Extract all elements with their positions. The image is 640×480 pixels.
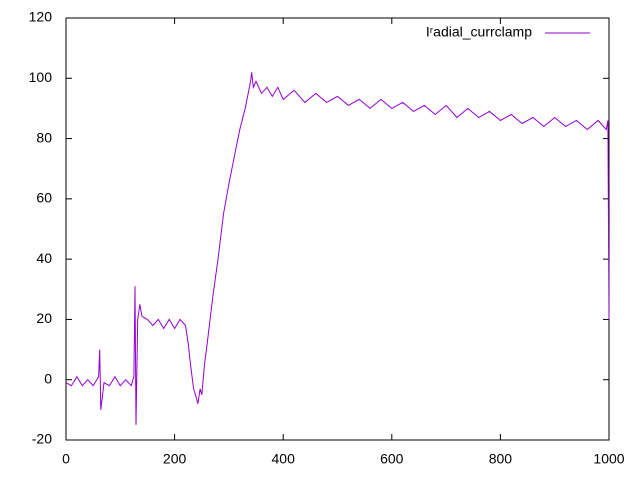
x-tick-label: 800 — [489, 451, 513, 467]
y-tick-label: 100 — [29, 69, 53, 85]
y-tick-label: 20 — [36, 310, 52, 326]
x-tick-label: 600 — [380, 451, 404, 467]
y-tick-label: -20 — [32, 431, 52, 447]
y-tick-label: 60 — [36, 190, 52, 206]
x-tick-label: 200 — [163, 451, 187, 467]
y-tick-label: 80 — [36, 129, 52, 145]
y-tick-label: 120 — [29, 9, 53, 25]
y-tick-label: 0 — [44, 370, 52, 386]
x-tick-label: 400 — [272, 451, 296, 467]
data-line — [65, 72, 610, 425]
legend-label: Iʳadial_currclamp — [426, 24, 532, 40]
plot-border — [65, 17, 610, 441]
x-tick-label: 1000 — [593, 451, 624, 467]
x-tick-label: 0 — [62, 451, 70, 467]
y-tick-label: 40 — [36, 250, 52, 266]
